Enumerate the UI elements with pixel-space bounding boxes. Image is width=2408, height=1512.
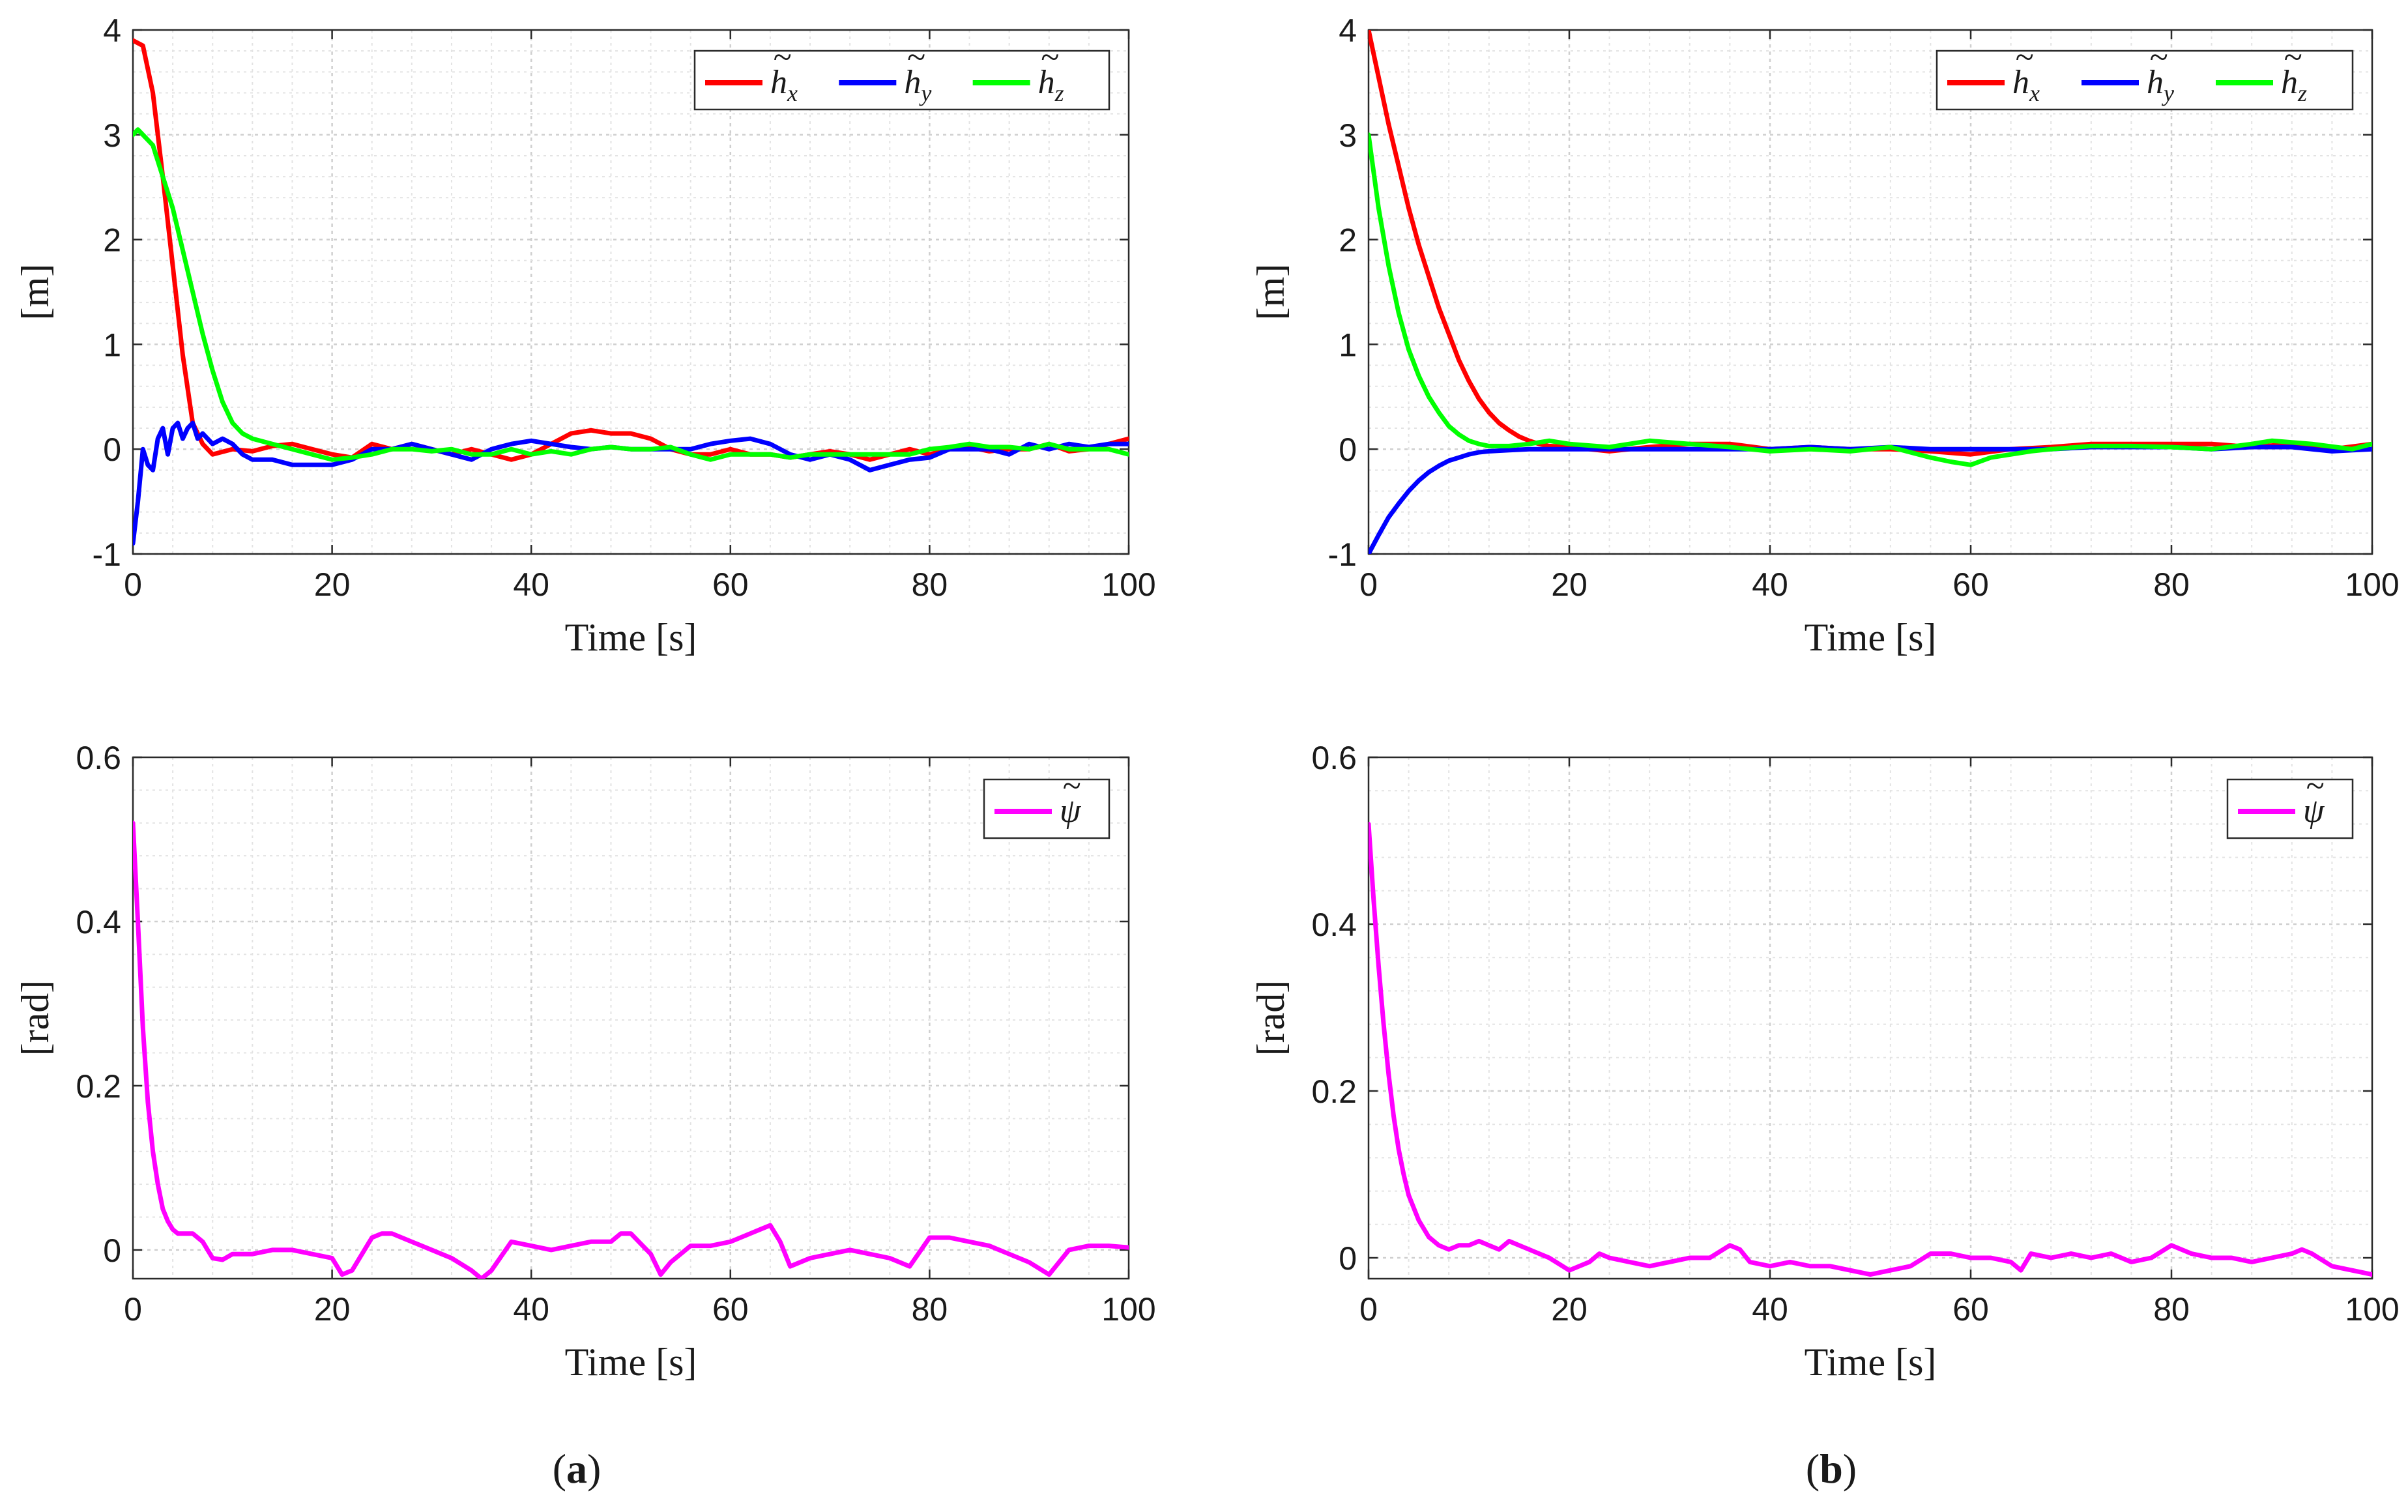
- x-tick-label: 40: [513, 566, 549, 603]
- legend-label: ψ: [2303, 792, 2325, 830]
- x-tick-label: 0: [1359, 1291, 1378, 1328]
- legend-tilde: ~: [1041, 39, 1059, 76]
- y-axis-label: [rad]: [1249, 980, 1292, 1056]
- y-tick-label: 4: [103, 12, 121, 49]
- x-tick-label: 0: [124, 1291, 142, 1328]
- y-tick-label: 0: [103, 1232, 121, 1269]
- legend-box: [693, 50, 1110, 111]
- series-line-h-y: [133, 420, 1129, 546]
- x-tick-label: 0: [124, 566, 142, 603]
- legend-tilde: ~: [2149, 39, 2168, 76]
- x-tick-label: 80: [912, 566, 948, 603]
- legend-label: hy: [904, 64, 931, 106]
- y-tick-label: -1: [1328, 536, 1357, 573]
- x-axis-label: Time [s]: [565, 616, 697, 659]
- legend-label: hy: [2147, 64, 2174, 106]
- plot-frame: [1367, 29, 2373, 555]
- y-tick-label: 2: [103, 222, 121, 259]
- y-tick-label: 1: [103, 327, 121, 363]
- series-group: [133, 821, 1129, 1279]
- panel-b-heading-plot: 0 20 40 60 80 100 0 0.2 0.4 0.6 Time [s] [rad] ψ~: [1249, 740, 2400, 1384]
- y-tick-label: 0.2: [76, 1068, 121, 1105]
- series-group: [1369, 30, 2372, 554]
- caption-b: (b): [1806, 1446, 1857, 1492]
- x-tick-label: 20: [1551, 1291, 1588, 1328]
- legend-label: hz: [2281, 64, 2307, 106]
- grid: [1369, 757, 2372, 1279]
- x-tick-label: 100: [1101, 566, 1155, 603]
- legend: ψ~: [983, 768, 1110, 839]
- panel-a-heading-plot: 0 20 40 60 80 100 0 0.2 0.4 0.6 Time [s] [rad] ψ~: [14, 740, 1156, 1384]
- x-tick-label: 40: [1752, 1291, 1788, 1328]
- series-line-psi: [133, 821, 1129, 1279]
- legend-label: hx: [770, 64, 798, 106]
- y-tick-label: 4: [1339, 12, 1357, 49]
- series-line-h-z: [1369, 132, 2372, 467]
- x-tick-label: 80: [2153, 1291, 2190, 1328]
- plot-frame: [132, 756, 1130, 1280]
- y-tick-label: 0.6: [1311, 740, 1357, 776]
- x-tick-label: 40: [1752, 566, 1788, 603]
- y-tick-label: 0.4: [1311, 907, 1357, 943]
- legend-tilde: ~: [1062, 768, 1081, 805]
- legend-label: hz: [1038, 64, 1064, 106]
- legend: ψ~: [2226, 768, 2354, 839]
- legend-tilde: ~: [2015, 39, 2033, 76]
- y-axis-label: [m]: [14, 264, 57, 321]
- series-line-h-z: [133, 127, 1129, 462]
- x-tick-label: 20: [314, 566, 351, 603]
- x-tick-label: 100: [2345, 1291, 2399, 1328]
- x-tick-label: 20: [1551, 566, 1588, 603]
- x-tick-label: 60: [712, 1291, 749, 1328]
- legend-tilde: ~: [907, 39, 925, 76]
- legend-label: ψ: [1060, 792, 1082, 830]
- y-tick-label: 1: [1339, 327, 1357, 363]
- legend-tilde: ~: [2306, 768, 2324, 805]
- y-tick-label: -1: [93, 536, 121, 573]
- x-tick-label: 80: [2153, 566, 2190, 603]
- legend-label: hx: [2012, 64, 2040, 106]
- x-tick-label: 60: [712, 566, 749, 603]
- x-tick-label: 20: [314, 1291, 351, 1328]
- series-group: [1369, 821, 2372, 1277]
- plot-frame: [1367, 756, 2373, 1280]
- y-tick-label: 3: [103, 117, 121, 154]
- series-line-h-y: [1369, 444, 2372, 554]
- x-axis-label: Time [s]: [1805, 1341, 1937, 1384]
- x-axis-label: Time [s]: [565, 1341, 697, 1384]
- legend-tilde: ~: [773, 39, 791, 76]
- x-tick-label: 0: [1359, 566, 1378, 603]
- y-tick-label: 0.2: [1311, 1073, 1357, 1110]
- y-tick-label: 0: [1339, 1240, 1357, 1277]
- x-tick-label: 100: [2345, 566, 2399, 603]
- series-line-psi: [1369, 821, 2372, 1277]
- legend-tilde: ~: [2284, 39, 2302, 76]
- y-tick-label: 0.6: [76, 740, 121, 776]
- x-tick-label: 80: [912, 1291, 948, 1328]
- y-tick-label: 0: [1339, 431, 1357, 468]
- plot-frame: [132, 29, 1130, 555]
- y-tick-label: 2: [1339, 222, 1357, 259]
- grid: [133, 757, 1129, 1279]
- y-axis-label: [m]: [1249, 264, 1292, 321]
- y-axis-label: [rad]: [14, 980, 57, 1056]
- x-axis-label: Time [s]: [1805, 616, 1937, 659]
- legend: hx~hy~hz~: [1936, 39, 2354, 111]
- y-tick-label: 0: [103, 431, 121, 468]
- legend: hx~hy~hz~: [693, 39, 1110, 111]
- legend-box: [1936, 50, 2354, 111]
- x-tick-label: 60: [1952, 1291, 1989, 1328]
- y-tick-label: 3: [1339, 117, 1357, 154]
- x-tick-label: 100: [1101, 1291, 1155, 1328]
- x-tick-label: 60: [1952, 566, 1989, 603]
- x-tick-label: 40: [513, 1291, 549, 1328]
- y-tick-label: 0.4: [76, 904, 121, 940]
- caption-a: (a): [553, 1446, 602, 1492]
- series-group: [133, 38, 1129, 546]
